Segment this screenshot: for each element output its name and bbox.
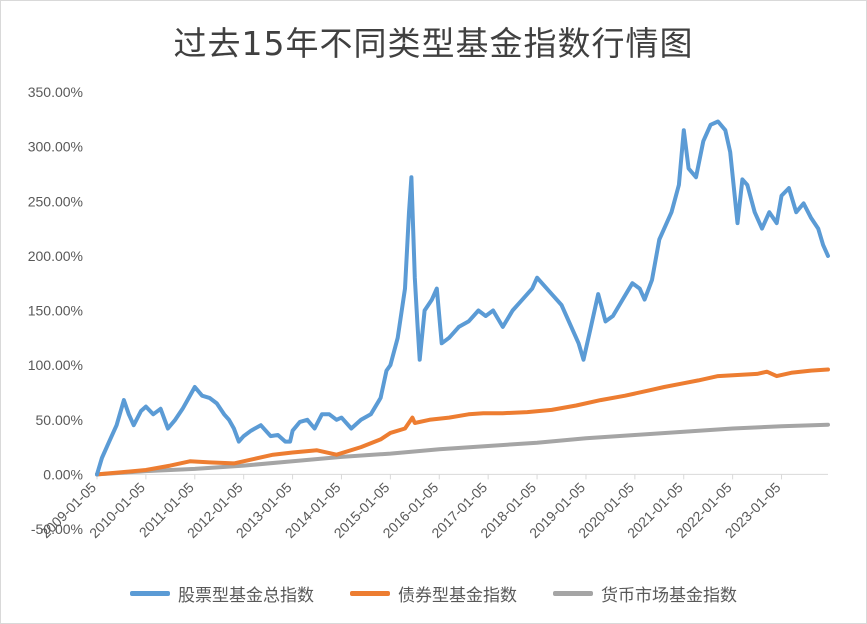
y-tick-label: 100.00%	[28, 357, 83, 373]
legend-item-money[interactable]: 货币市场基金指数	[553, 581, 737, 606]
x-axis: 2009-01-052010-01-052011-01-052012-01-05…	[37, 473, 828, 541]
chart-title: 过去15年不同类型基金指数行情图	[173, 24, 694, 63]
series-line-0	[95, 119, 830, 477]
y-axis: -50.00% 0.00% 50.00% 100.00% 150.00% 200.00% 2…	[28, 84, 83, 537]
y-tick-label: 200.00%	[28, 248, 83, 264]
y-tick-label: 350.00%	[28, 84, 83, 100]
y-tick-label: 300.00%	[28, 139, 83, 155]
legend-swatch-bond	[350, 591, 390, 596]
y-tick-label: 0.00%	[43, 466, 83, 482]
plot-area	[95, 119, 830, 477]
y-tick-label: 50.00%	[36, 412, 83, 428]
legend-swatch-money	[553, 591, 593, 596]
legend-item-stock[interactable]: 股票型基金总指数	[130, 581, 314, 606]
series-line-2	[95, 422, 830, 477]
legend: 股票型基金总指数 债券型基金指数 货币市场基金指数	[1, 581, 866, 606]
legend-label-money: 货币市场基金指数	[601, 586, 737, 606]
y-tick-label: -50.00%	[31, 521, 83, 537]
y-tick-label: 250.00%	[28, 193, 83, 209]
y-tick-label: 150.00%	[28, 303, 83, 319]
legend-swatch-stock	[130, 591, 170, 596]
legend-label-bond: 债券型基金指数	[398, 586, 517, 606]
legend-label-stock: 股票型基金总指数	[178, 586, 314, 606]
series-line-1	[95, 367, 830, 477]
legend-item-bond[interactable]: 债券型基金指数	[350, 581, 517, 606]
